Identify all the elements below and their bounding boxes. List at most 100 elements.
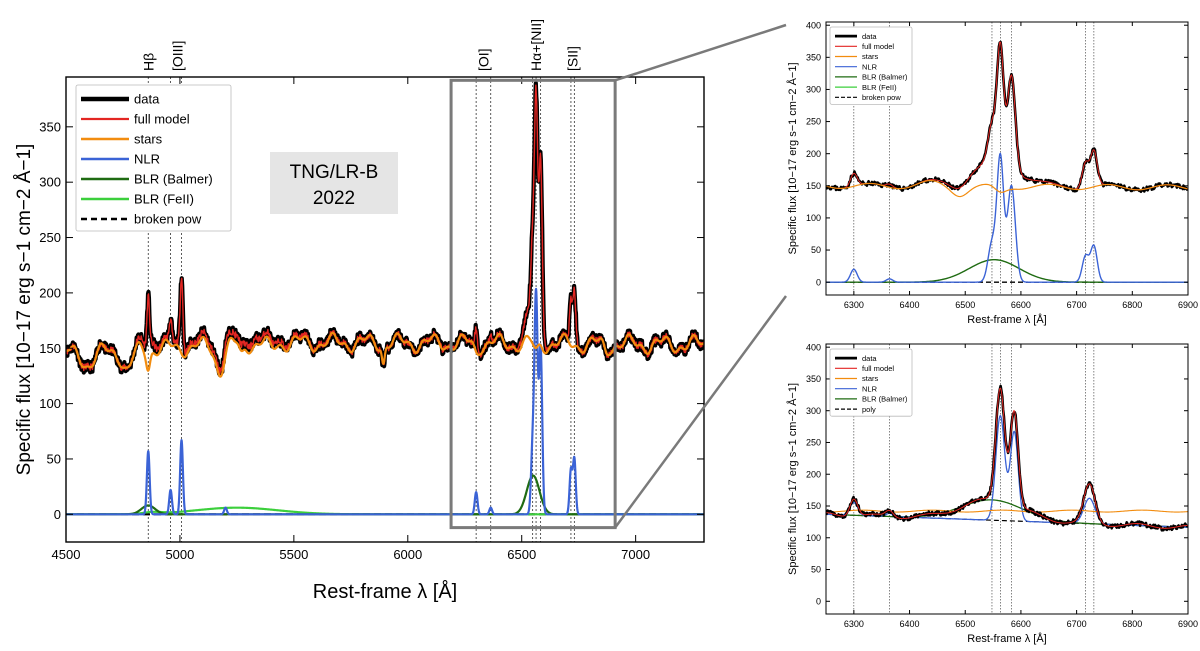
legend-box xyxy=(75,84,232,232)
y-tick-label: 150 xyxy=(806,181,821,191)
y-tick-label: 350 xyxy=(806,52,821,62)
x-tick-label: 6500 xyxy=(955,619,975,629)
legend-label: stars xyxy=(862,52,879,61)
full-model-line xyxy=(826,387,1188,529)
legend-label: stars xyxy=(134,132,163,147)
zoom-connector-bottom xyxy=(614,295,788,529)
x-tick-label: 6700 xyxy=(1067,619,1087,629)
y-tick-label: 300 xyxy=(39,175,61,190)
plot-area xyxy=(66,77,704,542)
y-tick-label: 50 xyxy=(811,245,821,255)
x-tick-label: 6800 xyxy=(1122,619,1142,629)
legend-label: full model xyxy=(862,42,894,51)
y-tick-label: 100 xyxy=(39,396,61,411)
axes-frame xyxy=(825,343,1189,615)
y-tick-label: 250 xyxy=(39,230,61,245)
legend-label: data xyxy=(862,32,877,41)
x-axis-label: Rest-frame λ [Å] xyxy=(967,313,1046,326)
zoom-region-box xyxy=(449,78,617,530)
annotation-line-2: 2022 xyxy=(313,188,355,209)
y-tick-label: 100 xyxy=(806,533,821,543)
legend-label: NLR xyxy=(862,384,878,393)
y-tick-label: 250 xyxy=(806,438,821,448)
emission-line-label: Hα+[NII] xyxy=(528,19,544,71)
y-tick-label: 0 xyxy=(816,596,821,606)
x-tick-label: 6500 xyxy=(955,300,975,310)
legend-label: NLR xyxy=(134,152,160,167)
x-tick-label: 6600 xyxy=(1011,300,1031,310)
x-tick-label: 6800 xyxy=(1122,300,1142,310)
plot-area xyxy=(826,22,1188,295)
zoom-connector-top xyxy=(614,23,787,82)
zoom-top-chart: 6300 6400 6500 6600 6700 6800 6900 0 50 100 150 200… xyxy=(786,20,1198,326)
legend-label: BLR (Balmer) xyxy=(862,395,908,404)
emission-line-label: [OIII] xyxy=(170,41,186,71)
legend-label: stars xyxy=(862,374,879,383)
x-tick-label: 4500 xyxy=(52,547,81,562)
legend-label: BLR (Balmer) xyxy=(134,172,213,187)
main-chart: 4500 5000 5500 6000 6500 7000 0 50 100 150 200 250 3… xyxy=(14,19,705,603)
legend-label: broken pow xyxy=(862,93,901,102)
blr-balmer-line xyxy=(66,474,704,516)
blr-balmer-line xyxy=(826,258,1188,283)
nlr-line xyxy=(826,152,1188,283)
emission-line-label: Hβ xyxy=(140,53,156,71)
y-axis-label: Specific flux [10−17 erg s−1 cm−2 Å−1] xyxy=(786,62,799,254)
x-tick-label: 5000 xyxy=(165,547,194,562)
x-tick-label: 6400 xyxy=(900,619,920,629)
x-tick-label: 6300 xyxy=(844,300,864,310)
x-tick-label: 6400 xyxy=(900,300,920,310)
y-tick-label: 350 xyxy=(39,119,61,134)
x-tick-label: 6900 xyxy=(1178,619,1198,629)
legend-label: poly xyxy=(862,405,876,414)
x-tick-label: 6700 xyxy=(1067,300,1087,310)
y-tick-label: 300 xyxy=(806,406,821,416)
legend-label: broken pow xyxy=(134,212,202,227)
y-axis-label: Specific flux [10−17 erg s−1 cm−2 Å−1] xyxy=(14,144,35,476)
axes-frame xyxy=(65,76,705,543)
y-tick-label: 150 xyxy=(806,501,821,511)
y-tick-label: 50 xyxy=(811,565,821,575)
y-tick-label: 300 xyxy=(806,85,821,95)
y-tick-label: 350 xyxy=(806,374,821,384)
x-tick-label: 5500 xyxy=(279,547,308,562)
x-tick-label: 7000 xyxy=(621,547,650,562)
y-tick-label: 150 xyxy=(39,341,61,356)
legend-label: full model xyxy=(134,112,190,127)
legend-label: BLR (FeII) xyxy=(134,192,194,207)
y-tick-label: 200 xyxy=(39,285,61,300)
legend-label: BLR (FeII) xyxy=(862,83,897,92)
annotation-box xyxy=(270,152,398,214)
emission-line-label: [SII] xyxy=(565,46,581,71)
annotation-line-1: TNG/LR-B xyxy=(290,162,379,183)
legend-label: data xyxy=(134,92,160,107)
x-axis-label: Rest-frame λ [Å] xyxy=(313,580,457,603)
y-tick-label: 50 xyxy=(47,452,61,467)
legend-label: data xyxy=(862,354,877,363)
y-tick-label: 400 xyxy=(806,20,821,30)
x-tick-label: 6600 xyxy=(1011,619,1031,629)
x-tick-label: 6900 xyxy=(1178,300,1198,310)
stars-line xyxy=(826,179,1188,198)
y-tick-label: 250 xyxy=(806,117,821,127)
y-tick-label: 100 xyxy=(806,213,821,223)
stars-line xyxy=(66,331,704,378)
y-tick-label: 0 xyxy=(816,277,821,287)
axes-frame xyxy=(825,21,1189,296)
zoom-bottom-chart: 6300 6400 6500 6600 6700 6800 6900 0 50 100 150 200… xyxy=(786,342,1198,645)
x-tick-label: 6300 xyxy=(844,619,864,629)
legend-label: NLR xyxy=(862,62,878,71)
x-axis-label: Rest-frame λ [Å] xyxy=(967,632,1046,645)
legend-label: BLR (Balmer) xyxy=(862,73,908,82)
y-tick-label: 200 xyxy=(806,469,821,479)
y-tick-label: 400 xyxy=(806,342,821,352)
x-tick-label: 6000 xyxy=(393,547,422,562)
legend-label: full model xyxy=(862,364,894,373)
emission-line-label: [OI] xyxy=(475,48,491,71)
x-tick-label: 6500 xyxy=(507,547,536,562)
y-axis-label: Specific flux [10−17 erg s−1 cm−2 Å−1] xyxy=(786,383,799,575)
plot-area xyxy=(826,344,1188,614)
